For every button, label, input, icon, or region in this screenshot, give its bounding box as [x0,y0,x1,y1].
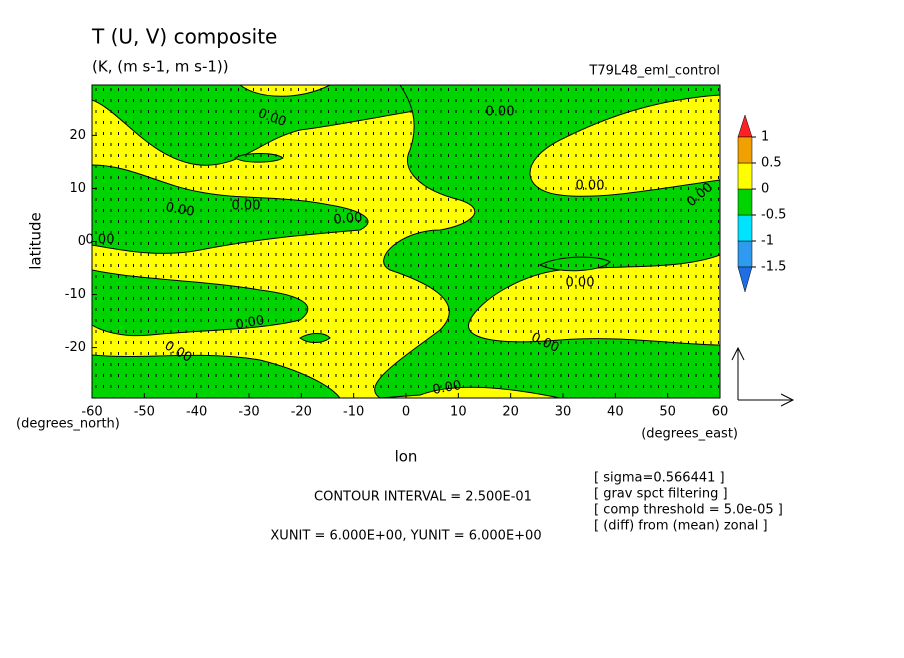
y-units: (degrees_north) [16,417,120,432]
chart-title: T (U, V) composite [91,25,277,49]
footer-line: CONTOUR INTERVAL = 2.500E-01 [314,490,532,505]
contour-label: 0.00 [86,233,115,248]
note: [ comp threshold = 5.0e-05 ] [594,503,783,518]
x-tick-label: -60 [81,405,102,420]
contour-region [234,153,284,163]
reference-vector [731,346,795,407]
note: [ grav spct filtering ] [594,487,728,502]
x-tick-label: -30 [238,405,259,420]
x-tick-label: -50 [134,405,155,420]
contour-label: 0.00 [576,179,605,194]
contour-label: 0.00 [232,199,261,214]
run-label: T79L48_eml_control [588,64,720,79]
x-tick-label: 50 [659,405,676,420]
colorbar-box [737,136,753,164]
colorbar-box [737,162,753,190]
contour-label: 0.00 [431,378,462,398]
x-tick-label: 10 [450,405,467,420]
y-tick-label: -20 [65,340,86,355]
contour-region [374,85,720,398]
contour-label: 0.00 [486,105,515,120]
colorbar-label: 0.5 [761,156,782,171]
colorbar-triangle [737,266,753,293]
colorbar-label: -1.5 [761,260,786,275]
contour-region [538,256,611,272]
contour-label: 0.00 [234,313,265,333]
x-tick-label: -40 [186,405,207,420]
colorbar-label: -1 [761,234,774,249]
y-axis-label: latitude [27,212,45,270]
colorbar-box [737,214,753,242]
y-tick-label: -10 [65,287,86,302]
x-units: (degrees_east) [641,427,738,442]
colorbar-label: 1 [761,130,769,145]
contour-region [92,85,431,166]
colorbar-box [737,240,753,268]
contour-label: 0.00 [333,210,363,227]
contour-label: 0.00 [566,276,595,291]
x-tick-label: -10 [343,405,364,420]
contour-region [299,333,331,343]
footer-line: XUNIT = 6.000E+00, YUNIT = 6.000E+00 [270,529,541,544]
x-tick-label: 60 [712,405,729,420]
colorbar-box [737,188,753,216]
vector-field [95,88,719,388]
note: [ sigma=0.566441 ] [594,471,725,486]
colorbar-label: -0.5 [761,208,786,223]
reference-arrow [731,346,795,407]
x-tick-label: 30 [555,405,572,420]
y-tick-label: 10 [69,181,86,196]
note: [ (diff) from (mean) zonal ] [594,519,768,534]
x-tick-label: 40 [607,405,624,420]
colorbar-label: 0 [761,182,769,197]
x-tick-label: 0 [402,405,410,420]
y-tick-label: 20 [69,128,86,143]
x-axis-label: lon [395,448,418,466]
chart-subtitle: (K, (m s-1, m s-1)) [92,58,229,76]
y-tick-label: 0 [78,234,86,249]
colorbar-triangle [737,114,753,138]
x-tick-label: 20 [502,405,519,420]
contour-label: 0.00 [164,200,195,220]
plot-area [92,85,720,398]
x-tick-label: -20 [291,405,312,420]
